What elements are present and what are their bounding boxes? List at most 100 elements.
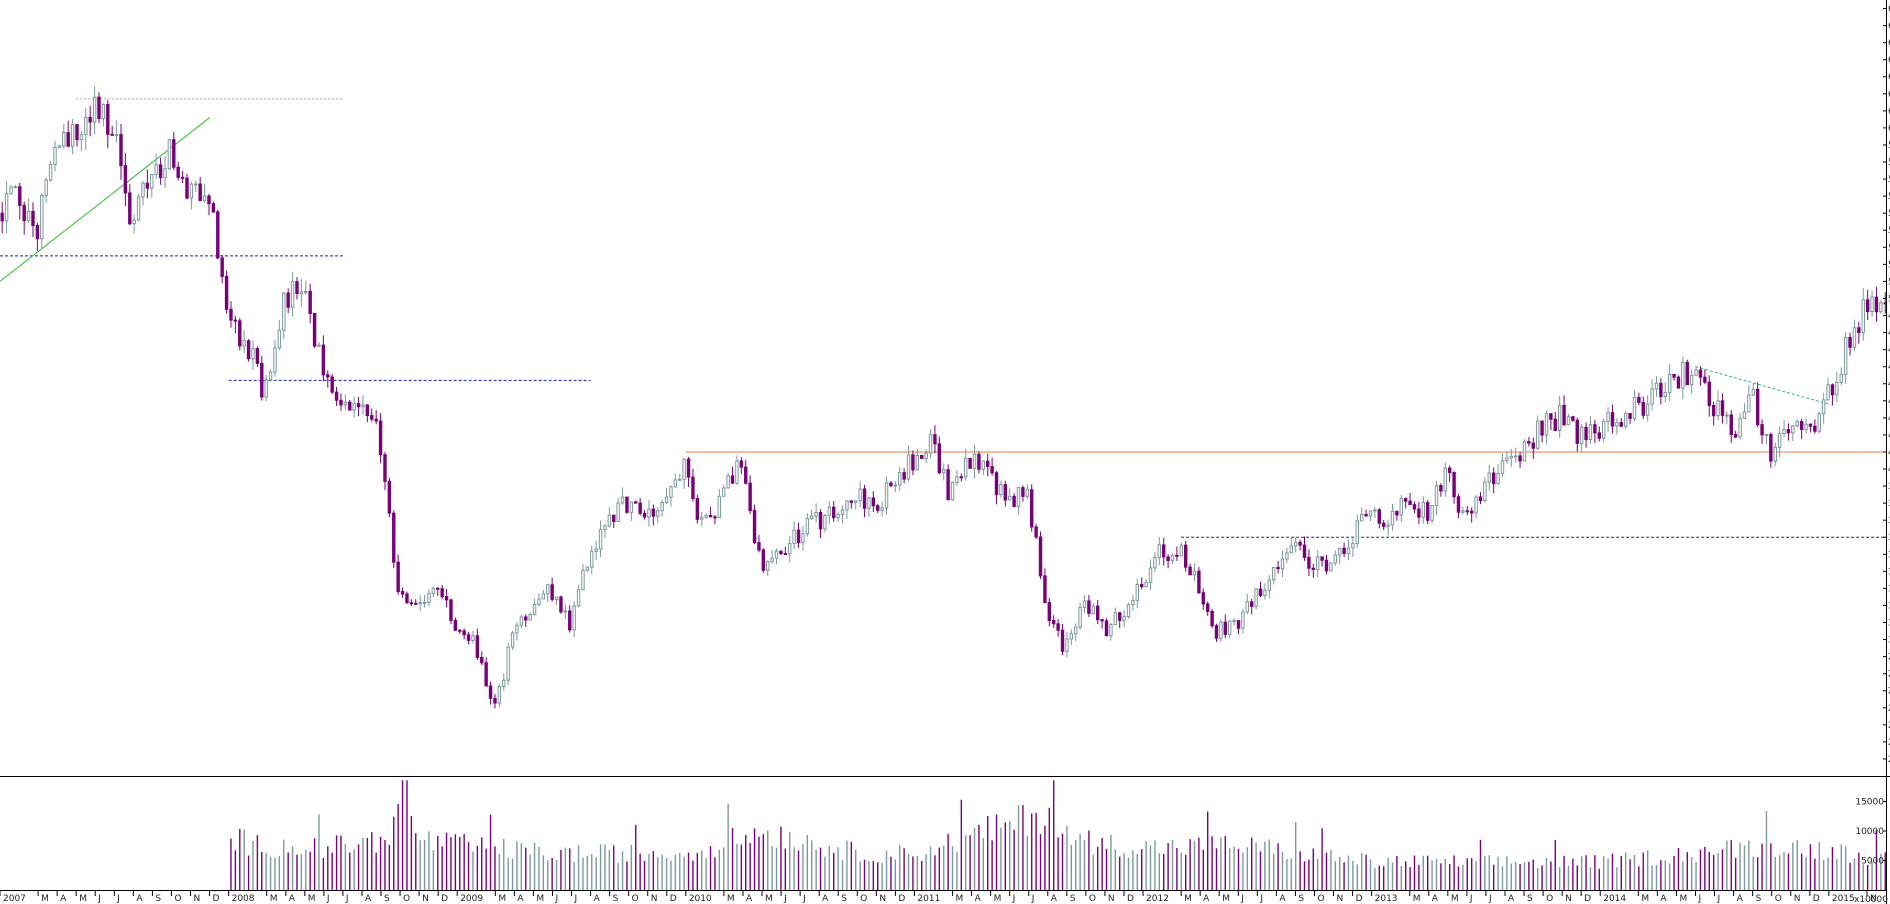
candle bbox=[1043, 568, 1047, 604]
candle bbox=[189, 181, 194, 210]
candle bbox=[647, 500, 651, 527]
candle-body bbox=[405, 593, 409, 604]
candle-body bbox=[1654, 382, 1659, 390]
candle bbox=[1711, 401, 1716, 426]
candle-body bbox=[788, 543, 792, 555]
candle bbox=[669, 485, 673, 507]
candle bbox=[1161, 537, 1166, 566]
candle-body bbox=[572, 605, 576, 631]
candle bbox=[1826, 378, 1830, 401]
candle-body bbox=[163, 168, 167, 179]
candle bbox=[1065, 632, 1069, 658]
candle bbox=[1601, 418, 1606, 442]
candle bbox=[950, 481, 955, 501]
candle bbox=[695, 494, 700, 524]
candle-body bbox=[202, 195, 207, 202]
x-tick-label: A bbox=[1051, 894, 1058, 904]
candle bbox=[1214, 623, 1219, 642]
candle-body bbox=[757, 542, 761, 551]
candle bbox=[603, 524, 607, 539]
candle bbox=[1813, 419, 1817, 434]
candle-body bbox=[1386, 524, 1390, 527]
candle-body bbox=[1566, 416, 1571, 426]
price-y-tick-label: 5800 bbox=[1888, 158, 1890, 168]
candle bbox=[1799, 419, 1804, 440]
candle bbox=[1681, 356, 1685, 400]
candle-body bbox=[88, 116, 92, 123]
candle-body bbox=[1434, 485, 1439, 507]
candle bbox=[1403, 497, 1408, 509]
candle-body bbox=[242, 340, 246, 347]
candle-body bbox=[194, 183, 198, 186]
x-tick-label: J bbox=[802, 894, 806, 904]
candle bbox=[678, 473, 682, 481]
candle-body bbox=[1681, 361, 1685, 389]
candle bbox=[700, 511, 704, 527]
candle-body bbox=[836, 513, 840, 519]
x-tick-label: M bbox=[1413, 894, 1421, 904]
candle-body bbox=[427, 593, 431, 603]
candle bbox=[26, 198, 31, 224]
candle bbox=[1096, 599, 1100, 624]
candle-body bbox=[106, 103, 110, 135]
candle-body bbox=[1030, 489, 1034, 528]
candle bbox=[1491, 467, 1496, 494]
candle-body bbox=[682, 458, 686, 480]
candle bbox=[1355, 514, 1360, 549]
candle bbox=[361, 395, 365, 416]
candle bbox=[1030, 484, 1034, 532]
candle-body bbox=[1716, 400, 1720, 417]
candle bbox=[1465, 505, 1469, 516]
candle bbox=[1518, 452, 1522, 468]
volume-unit-label: x10000 bbox=[1854, 895, 1888, 904]
price-y-tick-label: 5500 bbox=[1888, 209, 1890, 219]
candle bbox=[326, 370, 330, 388]
candle bbox=[1122, 610, 1126, 628]
candle bbox=[823, 513, 827, 533]
price-y-tick-label: 6600 bbox=[1888, 22, 1890, 32]
candle bbox=[774, 548, 779, 565]
candle bbox=[1153, 552, 1157, 573]
price-y-tick-label: 4600 bbox=[1888, 363, 1890, 373]
price-y-tick-label: 3000 bbox=[1888, 636, 1890, 646]
x-tick-label: N bbox=[194, 894, 201, 904]
candle bbox=[238, 317, 242, 351]
x-tick-label: J bbox=[1697, 894, 1701, 904]
candle bbox=[339, 393, 343, 411]
candle-body bbox=[1425, 502, 1430, 521]
candle-body bbox=[1096, 605, 1100, 621]
candle bbox=[1140, 577, 1144, 590]
candle bbox=[409, 599, 414, 607]
candle bbox=[1505, 451, 1509, 464]
candle-body bbox=[1337, 547, 1342, 556]
candle-body bbox=[1359, 514, 1364, 522]
x-tick-label: N bbox=[1870, 894, 1877, 904]
candle-body bbox=[1245, 601, 1250, 613]
candle bbox=[1650, 379, 1654, 411]
candle bbox=[1716, 390, 1720, 421]
candle-body bbox=[515, 624, 519, 634]
candle bbox=[1421, 496, 1425, 524]
candle-body bbox=[462, 630, 466, 636]
candle-body bbox=[1606, 412, 1610, 422]
volume-y-tick-label: 5000 bbox=[1861, 857, 1884, 867]
candle-body bbox=[1747, 394, 1751, 413]
candle bbox=[1170, 553, 1175, 564]
candle bbox=[845, 500, 849, 519]
candle-body bbox=[700, 516, 704, 520]
candle bbox=[1672, 373, 1676, 381]
candle bbox=[810, 509, 814, 521]
candle-body bbox=[1144, 581, 1148, 588]
candle-body bbox=[374, 418, 378, 422]
candle-body bbox=[1535, 420, 1540, 449]
candle-body bbox=[334, 391, 339, 401]
candle bbox=[62, 123, 66, 149]
candle bbox=[1201, 588, 1206, 610]
candle bbox=[1496, 463, 1500, 485]
price-y-tick-label: 2300 bbox=[1888, 755, 1890, 765]
candle-body bbox=[264, 379, 268, 398]
x-tick-label: 2011 bbox=[917, 894, 940, 904]
candle bbox=[1610, 404, 1615, 434]
candle bbox=[1628, 413, 1632, 424]
candle-body bbox=[805, 518, 810, 535]
